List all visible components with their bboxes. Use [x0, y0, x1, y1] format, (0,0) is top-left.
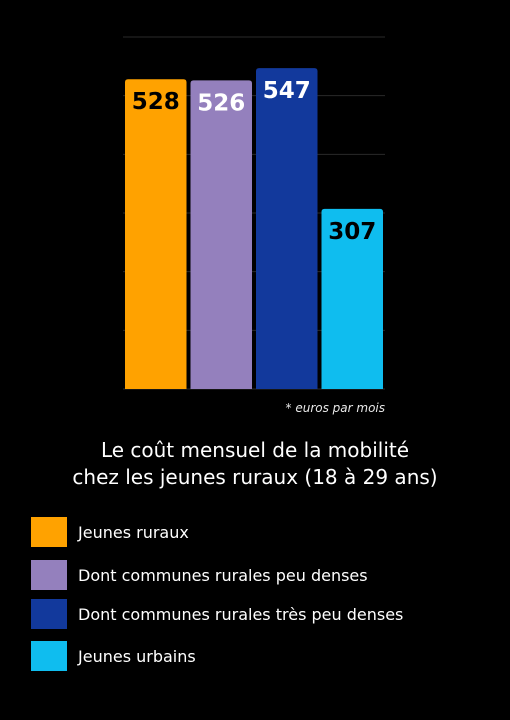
legend-item-communes-peu-denses: Dont communes rurales peu denses: [31, 560, 368, 590]
legend-label: Jeunes urbains: [78, 646, 196, 666]
bar-1: [125, 79, 187, 390]
bar-3: [256, 68, 318, 390]
legend-swatch: [31, 641, 67, 671]
legend-label: Dont communes rurales très peu denses: [78, 604, 404, 624]
chart-title-line-2: chez les jeunes ruraux (18 à 29 ans): [72, 465, 438, 489]
bars: [125, 68, 383, 390]
data-label-3: 547: [263, 78, 311, 104]
data-label-1: 528: [132, 89, 180, 115]
legend-label: Jeunes ruraux: [78, 522, 189, 542]
data-label-4: 307: [328, 219, 376, 245]
unit-footnote: * euros par mois: [285, 401, 385, 415]
bar-4: [321, 208, 383, 389]
data-label-2: 526: [197, 90, 245, 116]
bar-chart: 528 526 547 307: [123, 36, 385, 390]
legend-label: Dont communes rurales peu denses: [78, 565, 368, 585]
legend-swatch: [31, 560, 67, 590]
data-labels: 528 526 547 307: [132, 78, 377, 245]
legend-swatch: [31, 599, 67, 629]
chart-title-line-1: Le coût mensuel de la mobilité: [100, 438, 410, 462]
legend-item-jeunes-ruraux: Jeunes ruraux: [31, 517, 189, 547]
legend-item-communes-tres-peu-denses: Dont communes rurales très peu denses: [31, 599, 403, 629]
bar-2: [190, 80, 252, 389]
legend-item-jeunes-urbains: Jeunes urbains: [31, 641, 196, 671]
chart-title: Le coût mensuel de la mobilité chez les …: [0, 437, 510, 491]
legend-swatch: [31, 517, 67, 547]
